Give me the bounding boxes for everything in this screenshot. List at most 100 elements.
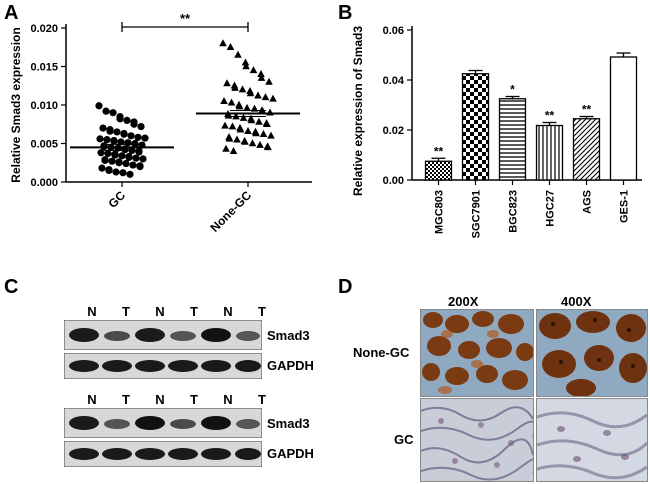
blot-smad3-2 <box>64 408 262 438</box>
data-point <box>139 155 147 163</box>
data-point <box>113 128 121 136</box>
data-point <box>111 151 119 159</box>
data-point <box>255 117 263 125</box>
data-point <box>256 140 264 148</box>
data-point <box>135 148 143 156</box>
y-tick-label: 0.06 <box>383 25 404 37</box>
bar <box>609 56 638 181</box>
data-point <box>239 113 248 121</box>
x-tick-label: GC <box>105 188 128 211</box>
bar <box>498 98 527 181</box>
data-point <box>231 83 239 91</box>
lane-label: N <box>87 304 97 319</box>
data-point <box>117 138 125 146</box>
data-point <box>254 91 262 99</box>
data-point <box>269 94 277 102</box>
data-point <box>220 96 228 104</box>
lane-label: T <box>122 392 130 407</box>
data-point <box>244 126 252 134</box>
data-point <box>118 152 126 160</box>
data-point <box>249 66 258 74</box>
y-tick-label: 0.04 <box>383 75 405 87</box>
blot-label-smad3: Smad3 <box>267 416 310 431</box>
data-point <box>247 116 256 124</box>
data-point <box>127 132 135 140</box>
data-point <box>222 144 230 152</box>
blot-label-gapdh: GAPDH <box>267 446 314 461</box>
data-point <box>134 133 142 141</box>
data-point <box>141 134 149 142</box>
significance-label: ** <box>545 109 555 123</box>
data-point <box>219 39 227 47</box>
data-point <box>99 124 107 132</box>
y-tick-label: 0.00 <box>383 175 404 187</box>
significance-label: ** <box>434 144 444 158</box>
data-point <box>250 104 259 112</box>
data-point <box>235 102 244 110</box>
lane-label: N <box>155 304 165 319</box>
x-tick-label: None-GC <box>207 188 254 235</box>
blot-smad3-1 <box>64 320 262 350</box>
data-point <box>120 130 128 138</box>
data-point <box>109 109 117 117</box>
panel-letter-c: C <box>4 276 19 298</box>
bar <box>535 124 564 181</box>
x-tick-label: SGC7901 <box>471 190 483 238</box>
data-point <box>116 115 124 123</box>
chart-a-scatter: 0.000 0.005 0.010 0.015 0.020 Relative Smad3 … <box>9 11 312 235</box>
data-point <box>137 122 145 131</box>
data-point <box>108 157 116 165</box>
data-point <box>122 159 130 168</box>
y-tick-label: 0.02 <box>383 125 404 137</box>
data-point <box>104 149 112 158</box>
data-point <box>243 103 251 111</box>
x-tick-label: HGC27 <box>545 190 557 227</box>
x-tick-label: AGS <box>582 190 594 214</box>
data-point <box>98 164 106 172</box>
panel-letter-a: A <box>4 2 19 24</box>
data-point <box>264 143 272 151</box>
data-point <box>115 159 123 167</box>
data-point <box>257 73 266 81</box>
bar <box>424 160 453 181</box>
significance-label: ** <box>582 103 592 117</box>
data-point <box>129 161 137 169</box>
bar <box>572 118 601 181</box>
blot-label-smad3: Smad3 <box>267 328 310 343</box>
x-tick-label: MGC803 <box>434 190 446 234</box>
data-point <box>227 98 236 106</box>
data-point <box>226 43 235 51</box>
x-tick-label: BGC823 <box>508 190 520 233</box>
panel-letter-d: D <box>338 276 353 298</box>
data-point <box>229 147 238 154</box>
data-point <box>221 121 229 129</box>
panel-letter-b: B <box>338 2 353 24</box>
data-point <box>97 149 105 157</box>
data-point <box>123 116 131 124</box>
lane-label: T <box>258 304 266 319</box>
y-tick-label: 0.010 <box>30 100 58 112</box>
data-point <box>238 85 247 93</box>
data-point <box>246 89 255 97</box>
data-point <box>95 102 103 110</box>
data-point <box>234 50 242 58</box>
ihc-row-label: None-GC <box>353 345 410 360</box>
data-point <box>252 129 260 137</box>
lane-label: N <box>155 392 165 407</box>
ihc-image-none-gc-200x <box>420 309 534 397</box>
y-tick-label: 0.000 <box>30 177 58 189</box>
data-point <box>105 166 113 175</box>
data-point <box>106 127 114 135</box>
data-point <box>233 135 241 143</box>
lane-label: T <box>258 392 266 407</box>
data-point <box>261 93 270 101</box>
data-point <box>102 107 110 115</box>
data-point <box>136 163 144 171</box>
data-point <box>103 136 111 144</box>
lane-label: N <box>223 304 233 319</box>
data-point <box>248 139 257 147</box>
ihc-col-label: 400X <box>561 294 592 309</box>
blot-label-gapdh: GAPDH <box>267 358 314 373</box>
data-point <box>126 170 134 178</box>
ihc-image-none-gc-400x <box>536 309 648 397</box>
